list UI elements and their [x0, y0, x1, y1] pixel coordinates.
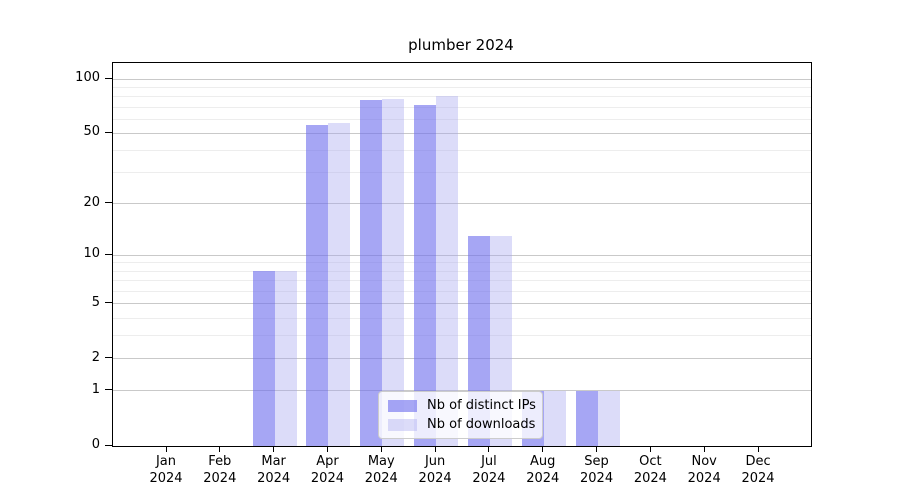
x-tick-mark — [703, 446, 705, 452]
bar-distinct-ips — [360, 99, 383, 446]
gridline-major — [113, 390, 811, 392]
x-tick-mark — [326, 446, 328, 452]
gridline-minor — [113, 118, 811, 120]
gridline-minor — [113, 270, 811, 272]
y-tick-mark — [105, 444, 112, 446]
x-tick-label: May 2024 — [364, 454, 398, 486]
gridline-minor — [113, 106, 811, 108]
y-tick-mark — [105, 302, 112, 304]
gridline-major — [113, 303, 811, 305]
legend-swatch-distinct-ips — [388, 399, 417, 412]
gridline-major — [113, 78, 811, 80]
x-tick-label: Feb 2024 — [203, 454, 237, 486]
bar-distinct-ips — [306, 124, 329, 446]
bar-distinct-ips — [575, 390, 598, 446]
x-tick-label: Sep 2024 — [580, 454, 614, 486]
bar-distinct-ips — [414, 104, 437, 446]
gridline-minor — [113, 262, 811, 264]
x-tick-mark — [649, 446, 651, 452]
x-tick-label: Jul 2024 — [472, 454, 506, 486]
bar-downloads — [597, 390, 620, 446]
gridline-minor — [113, 150, 811, 152]
x-tick-mark — [596, 446, 598, 452]
gridline-major — [113, 254, 811, 256]
bar-distinct-ips — [252, 271, 275, 446]
x-tick-label: Mar 2024 — [257, 454, 291, 486]
y-tick-label: 5 — [91, 294, 100, 310]
y-tick-label: 100 — [75, 70, 100, 86]
y-tick-mark — [105, 131, 112, 133]
bar-downloads — [328, 123, 351, 446]
gridline-major — [113, 358, 811, 360]
bar-downloads — [543, 390, 566, 446]
gridline-minor — [113, 86, 811, 88]
bar-downloads — [382, 98, 405, 446]
x-tick-label: Nov 2024 — [687, 454, 721, 486]
gridline-major — [113, 132, 811, 134]
x-tick-mark — [273, 446, 275, 452]
x-tick-mark — [434, 446, 436, 452]
y-tick-mark — [105, 357, 112, 359]
y-tick-label: 1 — [91, 381, 100, 397]
chart-title: plumber 2024 — [408, 36, 514, 54]
y-tick-mark — [105, 389, 112, 391]
y-tick-label: 0 — [91, 437, 100, 452]
legend-row-distinct-ips: Nb of distinct IPs — [388, 396, 536, 415]
y-tick-label: 2 — [91, 349, 100, 365]
gridline-minor — [113, 317, 811, 319]
legend-swatch-downloads — [388, 418, 417, 431]
x-tick-mark — [380, 446, 382, 452]
y-tick-label: 10 — [83, 246, 100, 262]
gridline-minor — [113, 280, 811, 282]
gridline-major — [113, 203, 811, 205]
legend: Nb of distinct IPs Nb of downloads — [378, 391, 543, 439]
gridline-minor — [113, 172, 811, 174]
y-tick-mark — [105, 253, 112, 255]
x-tick-mark — [757, 446, 759, 452]
y-tick-mark — [105, 202, 112, 204]
x-tick-label: Dec 2024 — [741, 454, 775, 486]
gridline-minor — [113, 335, 811, 337]
gridline-minor — [113, 96, 811, 98]
bar-downloads — [436, 95, 459, 446]
y-tick-label: 50 — [83, 124, 100, 140]
x-tick-mark — [488, 446, 490, 452]
legend-row-downloads: Nb of downloads — [388, 415, 536, 434]
x-tick-label: Jun 2024 — [418, 454, 452, 486]
x-tick-mark — [219, 446, 221, 452]
gridline-minor — [113, 290, 811, 292]
y-tick-mark — [105, 77, 112, 79]
bar-downloads — [274, 271, 297, 446]
plot-area — [112, 62, 812, 447]
x-tick-label: Apr 2024 — [310, 454, 344, 486]
legend-label-downloads: Nb of downloads — [427, 417, 536, 432]
x-tick-label: Aug 2024 — [526, 454, 560, 486]
x-tick-mark — [542, 446, 544, 452]
x-tick-mark — [165, 446, 167, 452]
x-tick-label: Oct 2024 — [633, 454, 667, 486]
y-tick-label: 20 — [83, 194, 100, 210]
x-tick-label: Jan 2024 — [149, 454, 183, 486]
legend-label-distinct-ips: Nb of distinct IPs — [427, 398, 536, 413]
